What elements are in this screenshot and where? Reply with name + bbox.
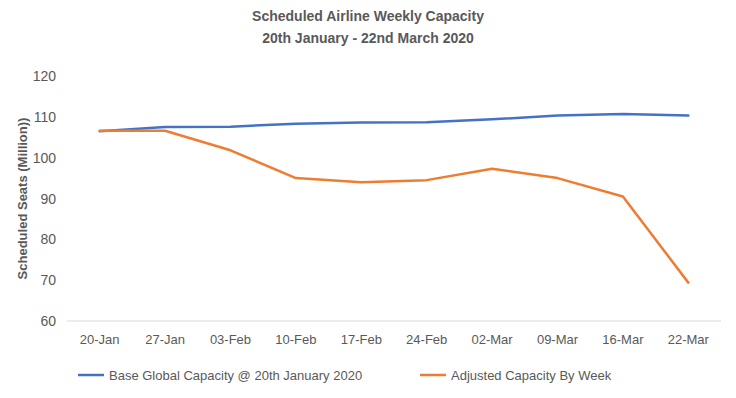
x-tick-label: 17-Feb: [341, 332, 382, 347]
y-tick-label: 100: [33, 150, 57, 166]
y-tick: [64, 76, 67, 77]
y-tick: [64, 239, 67, 240]
x-tick-label: 27-Jan: [145, 332, 185, 347]
background: [0, 0, 736, 398]
y-tick-label: 60: [40, 313, 56, 329]
legend-label: Base Global Capacity @ 20th January 2020: [109, 368, 362, 383]
y-tick-label: 110: [34, 109, 57, 125]
y-tick: [64, 116, 67, 117]
x-tick-label: 10-Feb: [275, 332, 316, 347]
legend-swatch: [78, 374, 104, 377]
y-axis-label: Scheduled Seats (Million)): [15, 118, 30, 280]
x-tick-label: 03-Feb: [210, 332, 251, 347]
plot-area: [100, 114, 689, 283]
y-tick: [64, 321, 67, 322]
y-tick: [64, 198, 67, 199]
subtitle: 20th January - 22nd March 2020: [262, 30, 474, 46]
chart-container: Scheduled Airline Weekly Capacity 20th Ja…: [0, 0, 736, 398]
title: Scheduled Airline Weekly Capacity: [252, 8, 484, 24]
y-tick: [64, 280, 67, 281]
series-line: [100, 114, 689, 131]
y-tick-label: 120: [33, 68, 57, 84]
legend: Base Global Capacity @ 20th January 2020…: [78, 368, 612, 383]
y-tick-label: 90: [40, 191, 56, 207]
x-tick-label: 24-Feb: [406, 332, 447, 347]
x-tick-label: 20-Jan: [80, 332, 120, 347]
x-tick-label: 02-Mar: [472, 332, 514, 347]
x-tick-label: 09-Mar: [537, 332, 579, 347]
y-tick-label: 80: [40, 231, 56, 247]
legend-label: Adjusted Capacity By Week: [451, 368, 612, 383]
x-tick-label: 16-Mar: [602, 332, 644, 347]
y-tick: [64, 157, 67, 158]
x-axis-line: [67, 321, 721, 322]
series-line: [100, 131, 689, 283]
legend-swatch: [420, 374, 446, 377]
x-tick-label: 22-Mar: [668, 332, 710, 347]
y-tick-label: 70: [40, 272, 56, 288]
chart: Scheduled Airline Weekly Capacity 20th Ja…: [0, 0, 736, 398]
